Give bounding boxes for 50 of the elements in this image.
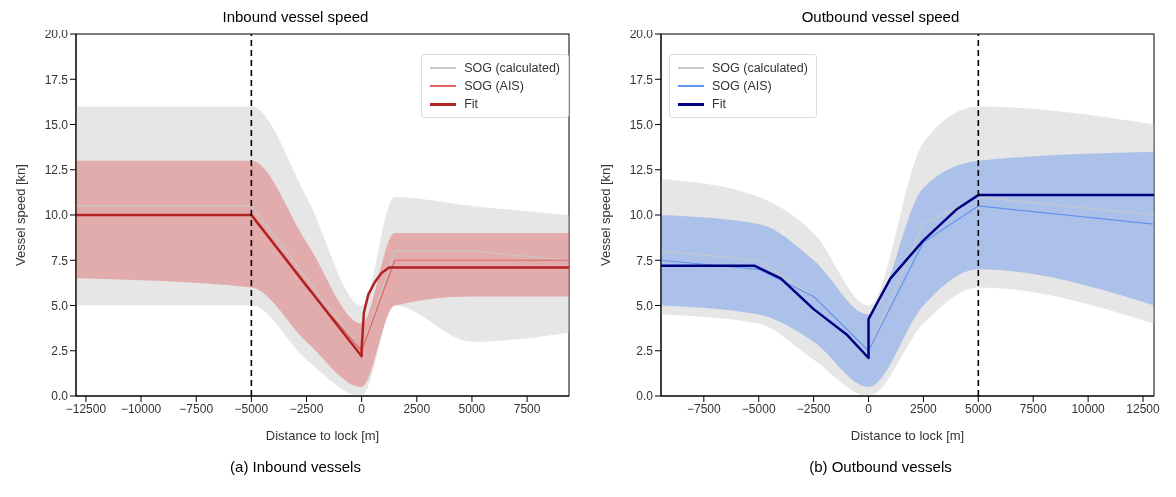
- text: (b) Outbound vessels: [808, 458, 953, 475]
- x-tick-label: 2500: [910, 401, 938, 416]
- x-tick-label: −7500: [686, 401, 721, 416]
- y-axis-title: Vessel speed [kn]: [12, 164, 28, 266]
- y-tick-label: 5.0: [636, 298, 654, 313]
- y-tick-label: 20.0: [44, 27, 69, 42]
- y-tick-label: 15.0: [629, 117, 654, 132]
- y-tick-label: 15.0: [44, 117, 69, 132]
- y-tick-label: 12.5: [44, 163, 69, 178]
- legend-label: SOG (calculated): [464, 60, 560, 77]
- y-tick-label: 10.0: [44, 208, 69, 223]
- x-tick-label: 0: [358, 401, 366, 416]
- x-tick-label: 5000: [458, 401, 486, 416]
- x-tick-label: 0: [865, 401, 873, 416]
- chart-title: Outbound vessel speed: [801, 8, 960, 25]
- y-tick-label: 10.0: [629, 208, 654, 223]
- x-tick-label: 7500: [1019, 401, 1047, 416]
- x-tick-label: −2500: [796, 401, 831, 416]
- x-tick-label: −5000: [741, 401, 776, 416]
- legend-label: Fit: [712, 96, 726, 113]
- y-tick-label: 7.5: [636, 253, 654, 268]
- x-tick-label: 2500: [403, 401, 431, 416]
- chart-title: Inbound vessel speed: [222, 8, 369, 25]
- x-tick-label: −12500: [65, 401, 107, 416]
- x-tick-label: −2500: [289, 401, 324, 416]
- legend-label: SOG (AIS): [464, 78, 524, 95]
- y-axis-title: Vessel speed [kn]: [597, 164, 613, 266]
- legend-label: SOG (AIS): [712, 78, 772, 95]
- y-tick-label: 2.5: [51, 344, 69, 359]
- y-tick-label: 17.5: [44, 72, 69, 87]
- x-tick-label: 5000: [964, 401, 992, 416]
- x-tick-label: −10000: [120, 401, 162, 416]
- y-tick-label: 0.0: [51, 389, 69, 404]
- x-tick-label: −5000: [234, 401, 269, 416]
- x-axis-title: Distance to lock [m]: [850, 428, 965, 443]
- y-tick-label: 17.5: [629, 72, 654, 87]
- x-tick-label: 10000: [1071, 401, 1106, 416]
- legend-label: SOG (calculated): [712, 60, 808, 77]
- text: (a) Inbound vessels: [229, 458, 362, 475]
- legend-label: Fit: [464, 96, 479, 113]
- y-tick-label: 7.5: [51, 253, 69, 268]
- x-tick-label: 7500: [513, 401, 541, 416]
- x-axis-title: Distance to lock [m]: [265, 428, 380, 443]
- y-tick-label: 0.0: [636, 389, 654, 404]
- y-tick-label: 20.0: [629, 27, 654, 42]
- y-tick-label: 12.5: [629, 163, 654, 178]
- y-tick-label: 2.5: [636, 344, 654, 359]
- y-tick-label: 5.0: [51, 298, 69, 313]
- x-tick-label: 12500: [1126, 401, 1161, 416]
- x-tick-label: −7500: [179, 401, 214, 416]
